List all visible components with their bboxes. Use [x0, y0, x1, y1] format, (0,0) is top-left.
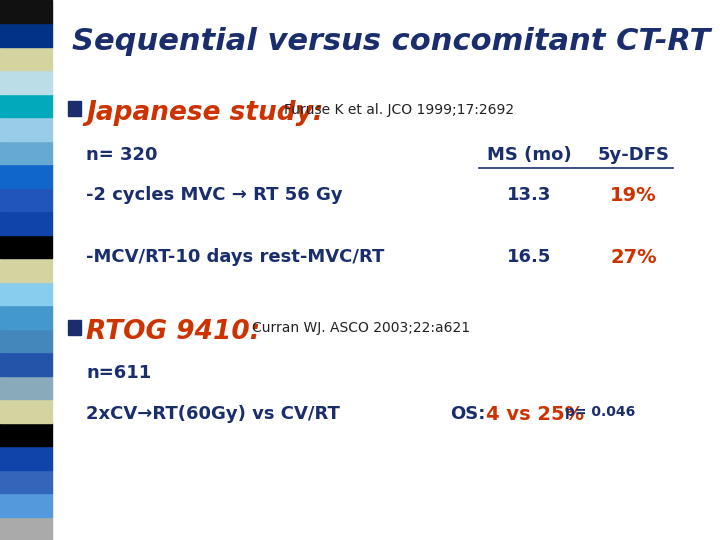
Bar: [0, 352, 52, 376]
Bar: [0, 23, 52, 47]
Text: MS (mo): MS (mo): [487, 146, 572, 164]
Bar: [0, 305, 52, 329]
Text: Curran WJ. ASCO 2003;22:a621: Curran WJ. ASCO 2003;22:a621: [252, 321, 470, 335]
Bar: [0, 47, 52, 70]
Bar: [0, 235, 52, 258]
Bar: [0, 399, 52, 423]
Text: Furuse K et al. JCO 1999;17:2692: Furuse K et al. JCO 1999;17:2692: [284, 103, 515, 117]
Bar: [68, 320, 81, 335]
Text: n= 320: n= 320: [86, 146, 158, 164]
Bar: [0, 470, 52, 493]
Bar: [0, 517, 52, 540]
Text: 5y-DFS: 5y-DFS: [598, 146, 670, 164]
Text: 4 vs 25%: 4 vs 25%: [486, 405, 584, 424]
Bar: [0, 141, 52, 164]
Text: -2 cycles MVC → RT 56 Gy: -2 cycles MVC → RT 56 Gy: [86, 186, 343, 204]
Bar: [0, 282, 52, 305]
Bar: [0, 329, 52, 352]
Bar: [0, 258, 52, 282]
Bar: [0, 493, 52, 517]
Bar: [0, 188, 52, 211]
Text: Japanese study:: Japanese study:: [86, 100, 324, 126]
Text: RTOG 9410:: RTOG 9410:: [86, 319, 261, 345]
Bar: [0, 70, 52, 94]
Text: 2xCV→RT(60Gy) vs CV/RT: 2xCV→RT(60Gy) vs CV/RT: [86, 405, 341, 423]
Text: 27%: 27%: [611, 248, 657, 267]
Bar: [0, 376, 52, 399]
Text: 13.3: 13.3: [507, 186, 552, 204]
Text: 16.5: 16.5: [507, 248, 552, 266]
Bar: [0, 211, 52, 235]
Text: 19%: 19%: [611, 186, 657, 205]
Bar: [68, 101, 81, 116]
Text: Sequential versus concomitant CT-RT: Sequential versus concomitant CT-RT: [72, 27, 710, 56]
Bar: [0, 446, 52, 470]
Bar: [0, 164, 52, 188]
Text: p= 0.046: p= 0.046: [565, 405, 636, 419]
Bar: [0, 94, 52, 117]
Text: -MCV/RT-10 days rest-MVC/RT: -MCV/RT-10 days rest-MVC/RT: [86, 248, 384, 266]
Bar: [0, 0, 52, 23]
Bar: [0, 117, 52, 141]
Bar: [0, 423, 52, 446]
Text: OS:: OS:: [450, 405, 485, 423]
Text: n=611: n=611: [86, 364, 152, 382]
